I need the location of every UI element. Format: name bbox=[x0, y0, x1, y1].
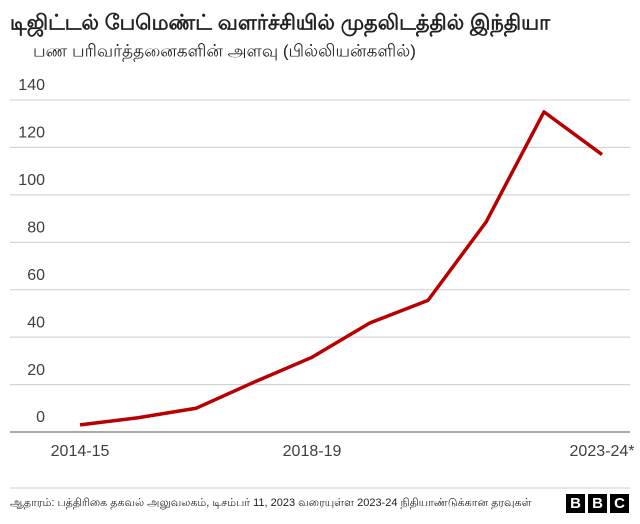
y-tick-label: 140 bbox=[18, 77, 45, 94]
y-tick-label: 80 bbox=[27, 220, 45, 237]
data-line bbox=[79, 110, 604, 427]
x-tick-label: 2023-24* bbox=[570, 443, 635, 460]
logo-box bbox=[588, 494, 607, 513]
y-tick-label: 120 bbox=[18, 125, 45, 142]
y-tick-label: 20 bbox=[27, 362, 45, 379]
chart-title: டிஜிட்டல் பேமெண்ட் வளர்ச்சியில் முதலிடத்… bbox=[10, 12, 551, 38]
logo-box bbox=[566, 494, 585, 513]
y-tick-label: 0 bbox=[36, 409, 45, 426]
logo-letter: B bbox=[592, 495, 603, 512]
x-tick-label: 2018-19 bbox=[283, 443, 342, 460]
y-tick-label: 40 bbox=[27, 314, 45, 331]
logo-box bbox=[610, 494, 629, 513]
y-tick-label: 60 bbox=[27, 267, 45, 284]
x-tick-label: 2014-15 bbox=[51, 443, 110, 460]
chart-subtitle: பண பரிவர்த்தனைகளின் அளவு (பில்லியன்களில்… bbox=[33, 41, 416, 60]
y-tick-label: 100 bbox=[18, 172, 45, 189]
source: ஆதாரம்: பத்திரிகை தகவல் அலுவலகம், டிசம்ப… bbox=[10, 497, 532, 509]
logo-letter: C bbox=[614, 495, 625, 512]
logo-letter: B bbox=[570, 495, 581, 512]
